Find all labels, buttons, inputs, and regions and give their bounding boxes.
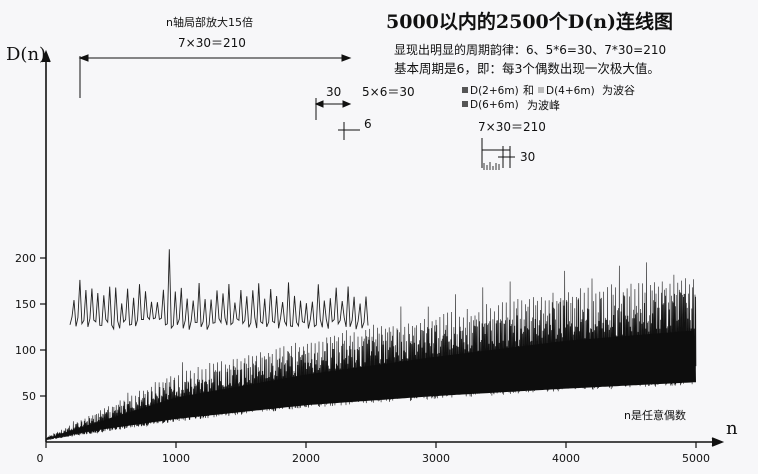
legend-trough-a: D(2+6m) — [470, 85, 519, 97]
axes — [41, 49, 725, 447]
x-axis-arrow — [711, 437, 725, 447]
legend-peak-marker — [462, 101, 468, 107]
x-axis-label: n — [726, 418, 738, 439]
y-tick-label: 50 — [22, 390, 36, 403]
chart-title: 5000以内的2500个D(n)连线图 — [386, 10, 673, 33]
y-axis-label: D(n) — [6, 44, 46, 65]
period-210-label: 7×30＝210 — [478, 120, 546, 134]
period-210-sample — [483, 162, 500, 170]
x-tick-label: 5000 — [682, 452, 710, 465]
inset-period30-label: 30 — [326, 85, 341, 99]
inset-span-label: 7×30＝210 — [178, 36, 246, 50]
inset-series-line — [69, 249, 369, 331]
inset-period6-label: 6 — [364, 117, 372, 131]
legend-trough-text: 为波谷 — [602, 84, 635, 97]
legend-peak-text: 为波峰 — [527, 99, 560, 112]
legend-trough-marker-a — [462, 87, 468, 93]
inset-zoom-series — [69, 249, 369, 331]
legend-and: 和 — [523, 84, 534, 97]
legend-peak: D(6+6m) — [470, 99, 519, 111]
inset-period30-bracket — [314, 98, 352, 120]
n-note: n是任意偶数 — [624, 408, 686, 422]
inset-label: n轴局部放大15倍 — [166, 15, 253, 29]
inset-span-bracket — [78, 54, 352, 98]
period-30-small: 30 — [520, 150, 535, 164]
x-tick-label: 3000 — [422, 452, 450, 465]
inset-period6-formula: 5×6＝30 — [362, 85, 415, 99]
legend-trough-b: D(4+6m) — [546, 85, 595, 97]
inset-period6-bracket — [338, 122, 360, 140]
annotation-line1: 显现出明显的周期韵律：6、5*6=30、7*30=210 — [394, 42, 666, 57]
y-tick-label: 150 — [15, 298, 36, 311]
annotation-line2: 基本周期是6，即：每3个偶数出现一次极大值。 — [394, 61, 660, 76]
x-ticks: 0 1000 2000 3000 4000 5000 — [37, 442, 710, 465]
x-tick-label: 2000 — [292, 452, 320, 465]
x-tick-label: 4000 — [552, 452, 580, 465]
y-ticks: 50 100 150 200 — [15, 252, 46, 403]
y-tick-label: 200 — [15, 252, 36, 265]
legend-trough-marker-b — [538, 87, 544, 93]
x-tick-label: 0 — [37, 452, 44, 465]
y-axis-arrow — [41, 49, 51, 63]
series-dn-main — [46, 262, 697, 441]
period-210-bracket — [481, 138, 515, 168]
y-tick-label: 100 — [15, 344, 36, 357]
x-tick-label: 1000 — [162, 452, 190, 465]
dn-dense-band — [46, 330, 696, 439]
